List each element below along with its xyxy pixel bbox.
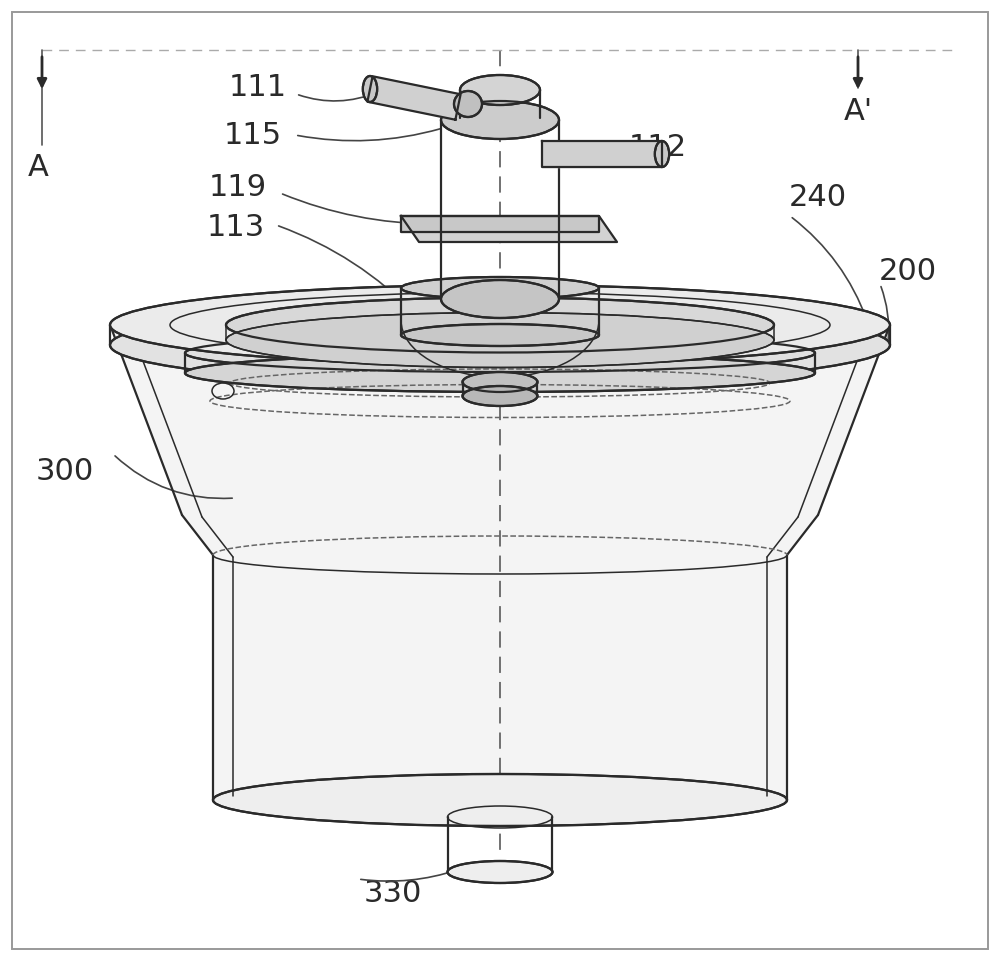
Text: A': A': [843, 97, 873, 127]
Ellipse shape: [448, 861, 552, 883]
Ellipse shape: [441, 280, 559, 318]
Text: 119: 119: [209, 174, 267, 203]
Polygon shape: [112, 330, 888, 800]
Ellipse shape: [401, 324, 599, 346]
Polygon shape: [401, 216, 617, 242]
Ellipse shape: [655, 141, 669, 167]
Ellipse shape: [460, 75, 540, 105]
Ellipse shape: [185, 354, 815, 392]
Text: 115: 115: [224, 120, 282, 150]
Text: 330: 330: [364, 878, 422, 907]
Ellipse shape: [226, 312, 774, 367]
Ellipse shape: [213, 774, 787, 826]
Text: 111: 111: [229, 73, 287, 103]
Text: 112: 112: [629, 134, 687, 162]
Text: 150: 150: [729, 343, 787, 373]
Polygon shape: [401, 216, 599, 232]
Ellipse shape: [462, 372, 538, 392]
Ellipse shape: [226, 298, 774, 353]
Ellipse shape: [363, 76, 377, 102]
Ellipse shape: [185, 334, 815, 372]
Text: 240: 240: [789, 184, 847, 212]
Polygon shape: [367, 76, 461, 120]
Ellipse shape: [441, 101, 559, 139]
Polygon shape: [542, 141, 662, 167]
Ellipse shape: [110, 285, 890, 365]
Text: 113: 113: [207, 213, 265, 242]
Text: 200: 200: [879, 258, 937, 286]
Ellipse shape: [462, 386, 538, 406]
Ellipse shape: [401, 277, 599, 299]
Ellipse shape: [454, 91, 482, 117]
Ellipse shape: [110, 305, 890, 385]
Text: A: A: [28, 154, 48, 183]
Text: 300: 300: [36, 457, 94, 486]
